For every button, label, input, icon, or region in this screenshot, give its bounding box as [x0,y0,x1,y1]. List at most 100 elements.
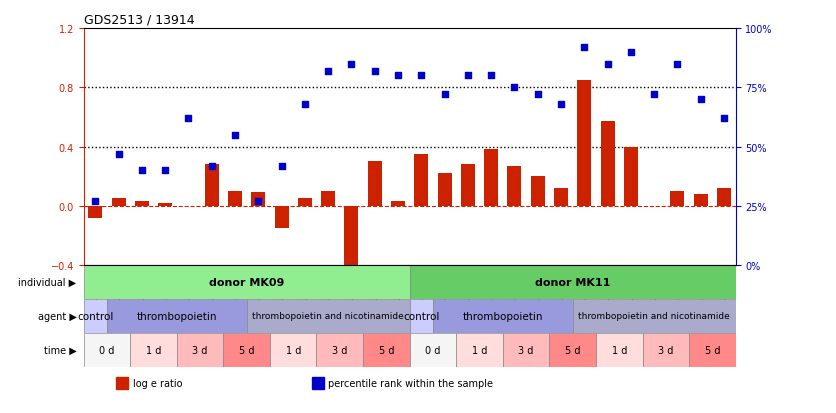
Text: donor MK09: donor MK09 [209,278,284,287]
Bar [717,189,731,206]
Point [228,132,242,139]
Point [554,101,568,108]
Text: thrombopoietin and nicotinamide: thrombopoietin and nicotinamide [579,312,730,320]
Point [205,163,218,169]
Bar [228,192,242,206]
Bar [578,81,591,206]
Text: thrombopoietin: thrombopoietin [136,311,217,321]
Text: agent ▶: agent ▶ [38,311,77,321]
Point [415,73,428,80]
Bar [554,189,568,206]
FancyBboxPatch shape [410,333,456,367]
FancyBboxPatch shape [456,333,502,367]
Bar [624,147,638,206]
Point [461,73,475,80]
Text: 5 d: 5 d [379,345,394,355]
Text: 1 d: 1 d [286,345,301,355]
Bar [461,165,475,206]
Point [717,116,731,122]
Bar [507,166,522,206]
Point [135,168,149,174]
FancyBboxPatch shape [502,333,549,367]
Bar [531,177,545,206]
Text: 1 d: 1 d [612,345,627,355]
Point [624,49,638,56]
FancyBboxPatch shape [689,333,736,367]
Bar [89,206,102,218]
Point [531,92,544,98]
Point [112,151,125,158]
Text: 0 d: 0 d [99,345,115,355]
Bar [368,162,382,206]
Bar [600,122,614,206]
Point [670,61,684,68]
FancyBboxPatch shape [223,333,270,367]
Bar [312,377,324,389]
Text: thrombopoietin and nicotinamide: thrombopoietin and nicotinamide [252,312,404,320]
Bar [415,154,428,206]
FancyBboxPatch shape [643,333,689,367]
Text: log e ratio: log e ratio [132,378,182,388]
Bar [298,199,312,206]
Bar [437,174,451,206]
Text: 3 d: 3 d [518,345,533,355]
FancyBboxPatch shape [84,333,130,367]
Point [181,116,195,122]
FancyBboxPatch shape [176,333,223,367]
Bar [116,377,128,389]
Text: 1 d: 1 d [472,345,487,355]
FancyBboxPatch shape [84,299,107,333]
Point [252,198,265,205]
Text: 3 d: 3 d [658,345,674,355]
Text: 1 d: 1 d [145,345,161,355]
Bar [158,203,172,206]
Point [298,101,312,108]
Bar [391,202,405,206]
Text: 0 d: 0 d [426,345,441,355]
FancyBboxPatch shape [270,333,317,367]
FancyBboxPatch shape [107,299,247,333]
FancyBboxPatch shape [549,333,596,367]
Bar [321,192,335,206]
FancyBboxPatch shape [596,333,643,367]
Point [321,68,334,75]
FancyBboxPatch shape [410,299,433,333]
Point [694,97,707,103]
Text: 5 d: 5 d [705,345,720,355]
Bar [670,192,685,206]
Point [601,61,614,68]
Bar [135,202,149,206]
Point [275,163,288,169]
Point [438,92,451,98]
Point [89,198,102,205]
Bar [111,199,125,206]
Text: time ▶: time ▶ [43,345,77,355]
Text: control: control [403,311,440,321]
FancyBboxPatch shape [130,333,176,367]
Point [158,168,172,174]
FancyBboxPatch shape [247,299,410,333]
FancyBboxPatch shape [433,299,573,333]
FancyBboxPatch shape [363,333,410,367]
Text: individual ▶: individual ▶ [18,278,77,287]
Point [368,68,381,75]
Point [507,85,521,91]
Text: 3 d: 3 d [332,345,348,355]
Text: 3 d: 3 d [192,345,207,355]
Point [578,45,591,51]
Text: thrombopoietin: thrombopoietin [462,311,543,321]
Point [647,92,660,98]
FancyBboxPatch shape [410,266,736,299]
Bar [252,193,265,206]
Text: 5 d: 5 d [565,345,580,355]
FancyBboxPatch shape [317,333,363,367]
Text: 5 d: 5 d [239,345,254,355]
Bar [274,206,288,228]
Bar [484,150,498,206]
Point [391,73,405,80]
Point [484,73,497,80]
FancyBboxPatch shape [84,266,410,299]
Point [344,61,358,68]
Text: donor MK11: donor MK11 [535,278,610,287]
FancyBboxPatch shape [573,299,736,333]
